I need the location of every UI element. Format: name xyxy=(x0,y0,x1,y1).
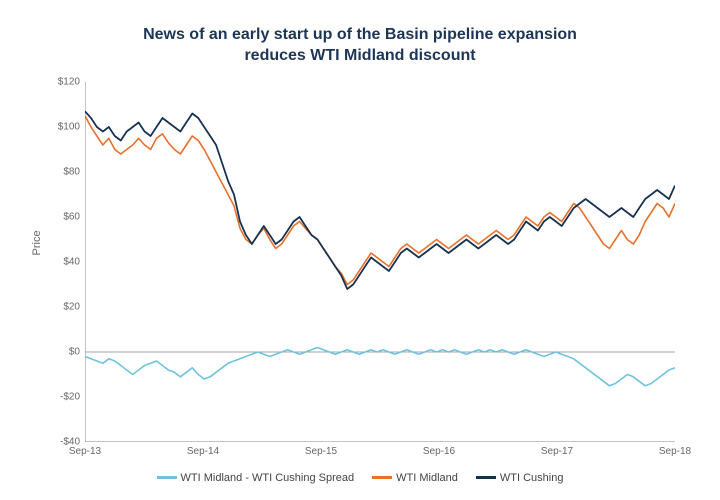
y-tick-label: $120 xyxy=(35,76,80,87)
x-tick-label: Sep-18 xyxy=(659,446,691,457)
legend: WTI Midland - WTI Cushing Spread WTI Midl… xyxy=(30,472,690,484)
x-axis-ticks: Sep-13Sep-14Sep-15Sep-16Sep-17Sep-18 xyxy=(85,446,675,462)
legend-item: WTI Cushing xyxy=(476,472,564,484)
series-line xyxy=(85,111,675,289)
chart-title: News of an early start up of the Basin p… xyxy=(70,25,650,67)
legend-label: WTI Midland - WTI Cushing Spread xyxy=(181,472,355,484)
y-tick-label: $20 xyxy=(35,301,80,312)
title-line-2: reduces WTI Midland discount xyxy=(244,47,475,64)
legend-label: WTI Cushing xyxy=(500,472,564,484)
legend-label: WTI Midland xyxy=(396,472,458,484)
y-tick-label: $80 xyxy=(35,166,80,177)
y-tick-label: $0 xyxy=(35,346,80,357)
legend-item: WTI Midland - WTI Cushing Spread xyxy=(157,472,355,484)
y-tick-label: $100 xyxy=(35,121,80,132)
y-tick-label: -$20 xyxy=(35,391,80,402)
chart-container: News of an early start up of the Basin p… xyxy=(0,0,720,500)
title-line-1: News of an early start up of the Basin p… xyxy=(143,26,577,43)
x-tick-label: Sep-14 xyxy=(187,446,219,457)
y-tick-label: $60 xyxy=(35,211,80,222)
y-axis-ticks: -$40-$20$0$20$40$60$80$100$120 xyxy=(35,82,80,442)
legend-swatch xyxy=(476,476,496,479)
y-tick-label: $40 xyxy=(35,256,80,267)
legend-swatch xyxy=(372,476,392,479)
plot-svg xyxy=(85,82,675,442)
axes-group xyxy=(85,82,675,442)
legend-item: WTI Midland xyxy=(372,472,458,484)
x-tick-label: Sep-13 xyxy=(69,446,101,457)
plot-area: Price -$40-$20$0$20$40$60$80$100$120 Sep… xyxy=(85,82,675,442)
x-tick-label: Sep-17 xyxy=(541,446,573,457)
series-line xyxy=(85,347,675,385)
series-group xyxy=(85,111,675,386)
x-tick-label: Sep-16 xyxy=(423,446,455,457)
legend-swatch xyxy=(157,476,177,479)
x-tick-label: Sep-15 xyxy=(305,446,337,457)
